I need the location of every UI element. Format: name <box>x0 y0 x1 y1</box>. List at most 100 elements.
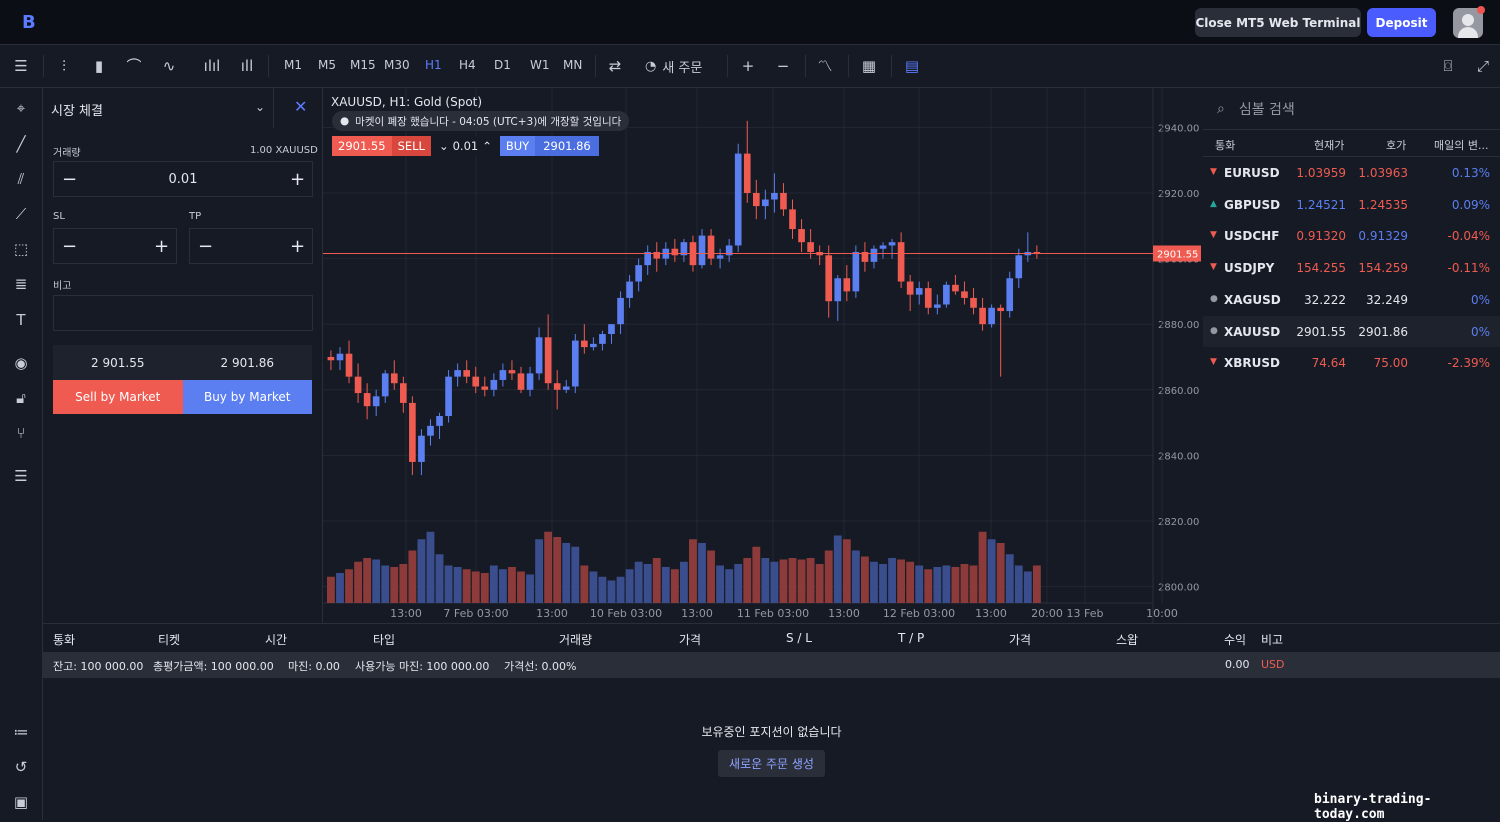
watchlist-row[interactable]: ● XAGUSD 32.222 32.249 0% <box>1203 284 1500 315</box>
fullscreen-icon[interactable]: ⤢ <box>1476 57 1489 75</box>
one-click-trading-icon[interactable]: ⇄ <box>608 57 622 75</box>
one-click-buy-price[interactable]: 2901.86 <box>535 136 599 156</box>
lock-icon[interactable]: 🔓︎ <box>16 389 26 407</box>
history-stack-icon[interactable]: ☰ <box>14 467 28 485</box>
watchlist-row[interactable]: ▼ EURUSD 1.03959 1.03963 0.13% <box>1203 157 1500 188</box>
chevron-up-icon[interactable]: ⌃ <box>482 139 492 153</box>
col-symbol[interactable]: 통화 <box>1215 139 1236 152</box>
chevron-down-icon[interactable]: ⌄ <box>255 100 266 114</box>
symbol-search[interactable]: ⌕ 심볼 검색 <box>1217 99 1295 119</box>
search-placeholder[interactable]: 심볼 검색 <box>1238 102 1295 118</box>
timeframe-d1[interactable]: D1 <box>494 58 511 72</box>
timeframe-w1[interactable]: W1 <box>530 58 550 72</box>
col-ask[interactable]: 호가 <box>1386 139 1407 152</box>
one-click-buy-button[interactable]: BUY <box>499 136 536 156</box>
watchlist-row[interactable]: ▲ GBPUSD 1.24521 1.24535 0.09% <box>1203 189 1500 220</box>
ray-icon[interactable]: ⟋ <box>15 205 27 223</box>
lot-selector[interactable]: ⌄ 0.01 ⌃ <box>430 136 500 156</box>
watchlist-row[interactable]: ▼ USDCHF 0.91320 0.91329 -0.04% <box>1203 220 1500 251</box>
tick-volume-icon[interactable]: ıll <box>240 57 254 75</box>
watchlist-row[interactable]: ▼ USDJPY 154.255 154.259 -0.11% <box>1203 252 1500 283</box>
one-click-sell-button[interactable]: SELL <box>391 136 431 156</box>
logo[interactable]: B <box>22 12 36 33</box>
calendar-icon[interactable]: ▦ <box>861 57 877 75</box>
bar-chart-icon[interactable]: ⫶ <box>62 57 66 75</box>
col-sl[interactable]: S / L <box>786 631 812 645</box>
candlestick-chart[interactable]: 2940.002920.002900.002880.002860.002840.… <box>323 88 1203 623</box>
minus-icon[interactable]: − <box>198 235 214 257</box>
close-terminal-button[interactable]: Close MT5 Web Terminal <box>1195 8 1361 37</box>
zoom-in-icon[interactable]: + <box>741 57 755 75</box>
templates-icon[interactable]: ▤ <box>904 57 920 75</box>
comment-field[interactable] <box>53 295 313 331</box>
close-icon[interactable]: ✕ <box>294 97 308 116</box>
fibonacci-icon[interactable]: ≣ <box>14 275 28 293</box>
minus-icon[interactable]: − <box>62 168 78 190</box>
plus-icon[interactable]: + <box>289 168 306 190</box>
object-tree-icon[interactable]: ⑂ <box>16 424 26 442</box>
screenshot-icon[interactable]: ⌼ <box>1443 57 1453 75</box>
col-change[interactable]: 매일의 변... <box>1434 139 1489 152</box>
volume-icon[interactable]: ılıl <box>203 57 221 75</box>
deposit-button[interactable]: Deposit <box>1367 8 1436 37</box>
minus-icon[interactable]: − <box>62 235 78 257</box>
x-tick-label: 20:00 <box>1031 607 1063 620</box>
crosshair-icon[interactable]: ⌖ <box>16 99 26 117</box>
buy-by-market-button[interactable]: Buy by Market <box>182 380 312 414</box>
volume-bar <box>417 539 426 603</box>
timeframe-m5[interactable]: M5 <box>318 58 336 72</box>
one-click-sell-price[interactable]: 2901.55 <box>332 136 392 156</box>
area-chart-icon[interactable]: ∿ <box>162 57 176 75</box>
volume-stepper[interactable]: − 0.01 + <box>53 161 313 197</box>
timeframe-m15[interactable]: M15 <box>350 58 376 72</box>
timeframe-m1[interactable]: M1 <box>284 58 302 72</box>
candlestick-icon[interactable]: ▮ <box>94 57 104 75</box>
timeframe-m30[interactable]: M30 <box>384 58 410 72</box>
trend-line-icon[interactable]: ╱ <box>16 135 26 153</box>
volume-unit: 1.00 XAUUSD <box>250 145 318 156</box>
col-bid[interactable]: 현재가 <box>1314 139 1345 152</box>
candle-body <box>463 370 471 377</box>
sl-stepper[interactable]: − + <box>53 228 177 264</box>
zoom-out-icon[interactable]: − <box>776 57 790 75</box>
tp-stepper[interactable]: − + <box>189 228 313 264</box>
history-icon[interactable]: ↺ <box>14 758 28 776</box>
list-icon[interactable]: ≔ <box>13 723 29 741</box>
col-profit[interactable]: 수익 <box>1224 633 1247 647</box>
watchlist-row[interactable]: ● XAUUSD 2901.55 2901.86 0% <box>1203 315 1500 347</box>
plus-icon[interactable]: + <box>154 235 170 257</box>
col-time[interactable]: 시간 <box>265 633 288 647</box>
text-tool-icon[interactable]: T <box>16 311 26 329</box>
col-volume[interactable]: 거래량 <box>559 633 593 647</box>
create-order-button[interactable]: 새로운 주문 생성 <box>718 750 825 777</box>
line-chart-icon[interactable]: ⌒ <box>126 57 142 75</box>
col-swap[interactable]: 스왑 <box>1116 633 1139 647</box>
col-tp[interactable]: T / P <box>898 631 925 645</box>
lot-value[interactable]: 0.01 <box>452 139 479 153</box>
timeframe-h4[interactable]: H4 <box>459 58 476 72</box>
new-order-button[interactable]: ◔ 새 주문 <box>645 56 702 76</box>
volume-value[interactable]: 0.01 <box>168 171 198 187</box>
channel-icon[interactable]: ⫽ <box>17 170 25 188</box>
timeframe-h1[interactable]: H1 <box>425 58 442 72</box>
col-ticket[interactable]: 티켓 <box>158 633 181 647</box>
sell-by-market-button[interactable]: Sell by Market <box>53 380 183 414</box>
chevron-down-icon[interactable]: ⌄ <box>438 139 449 153</box>
indicators-icon[interactable]: 〽 <box>817 57 833 75</box>
eye-icon[interactable]: ◉ <box>14 354 28 372</box>
col-current-price[interactable]: 가격 <box>1009 633 1032 647</box>
watchlist-row[interactable]: ▼ XBRUSD 74.64 75.00 -2.39% <box>1203 347 1500 378</box>
plus-icon[interactable]: + <box>290 235 306 257</box>
col-type[interactable]: 타입 <box>373 633 396 647</box>
journal-icon[interactable]: ▣ <box>13 793 29 811</box>
price-chart[interactable]: 2940.002920.002900.002880.002860.002840.… <box>323 88 1203 623</box>
menu-icon[interactable]: ☰ <box>14 57 28 75</box>
avatar[interactable] <box>1453 6 1485 38</box>
timeframe-mn[interactable]: MN <box>563 58 583 72</box>
shapes-icon[interactable]: ⬚ <box>13 240 29 258</box>
col-currency[interactable]: 통화 <box>53 633 76 647</box>
col-price[interactable]: 가격 <box>679 633 702 647</box>
order-type-title[interactable]: 시장 체결 <box>51 104 103 119</box>
volume-bar <box>924 569 933 603</box>
col-comment[interactable]: 비고 <box>1261 633 1284 647</box>
